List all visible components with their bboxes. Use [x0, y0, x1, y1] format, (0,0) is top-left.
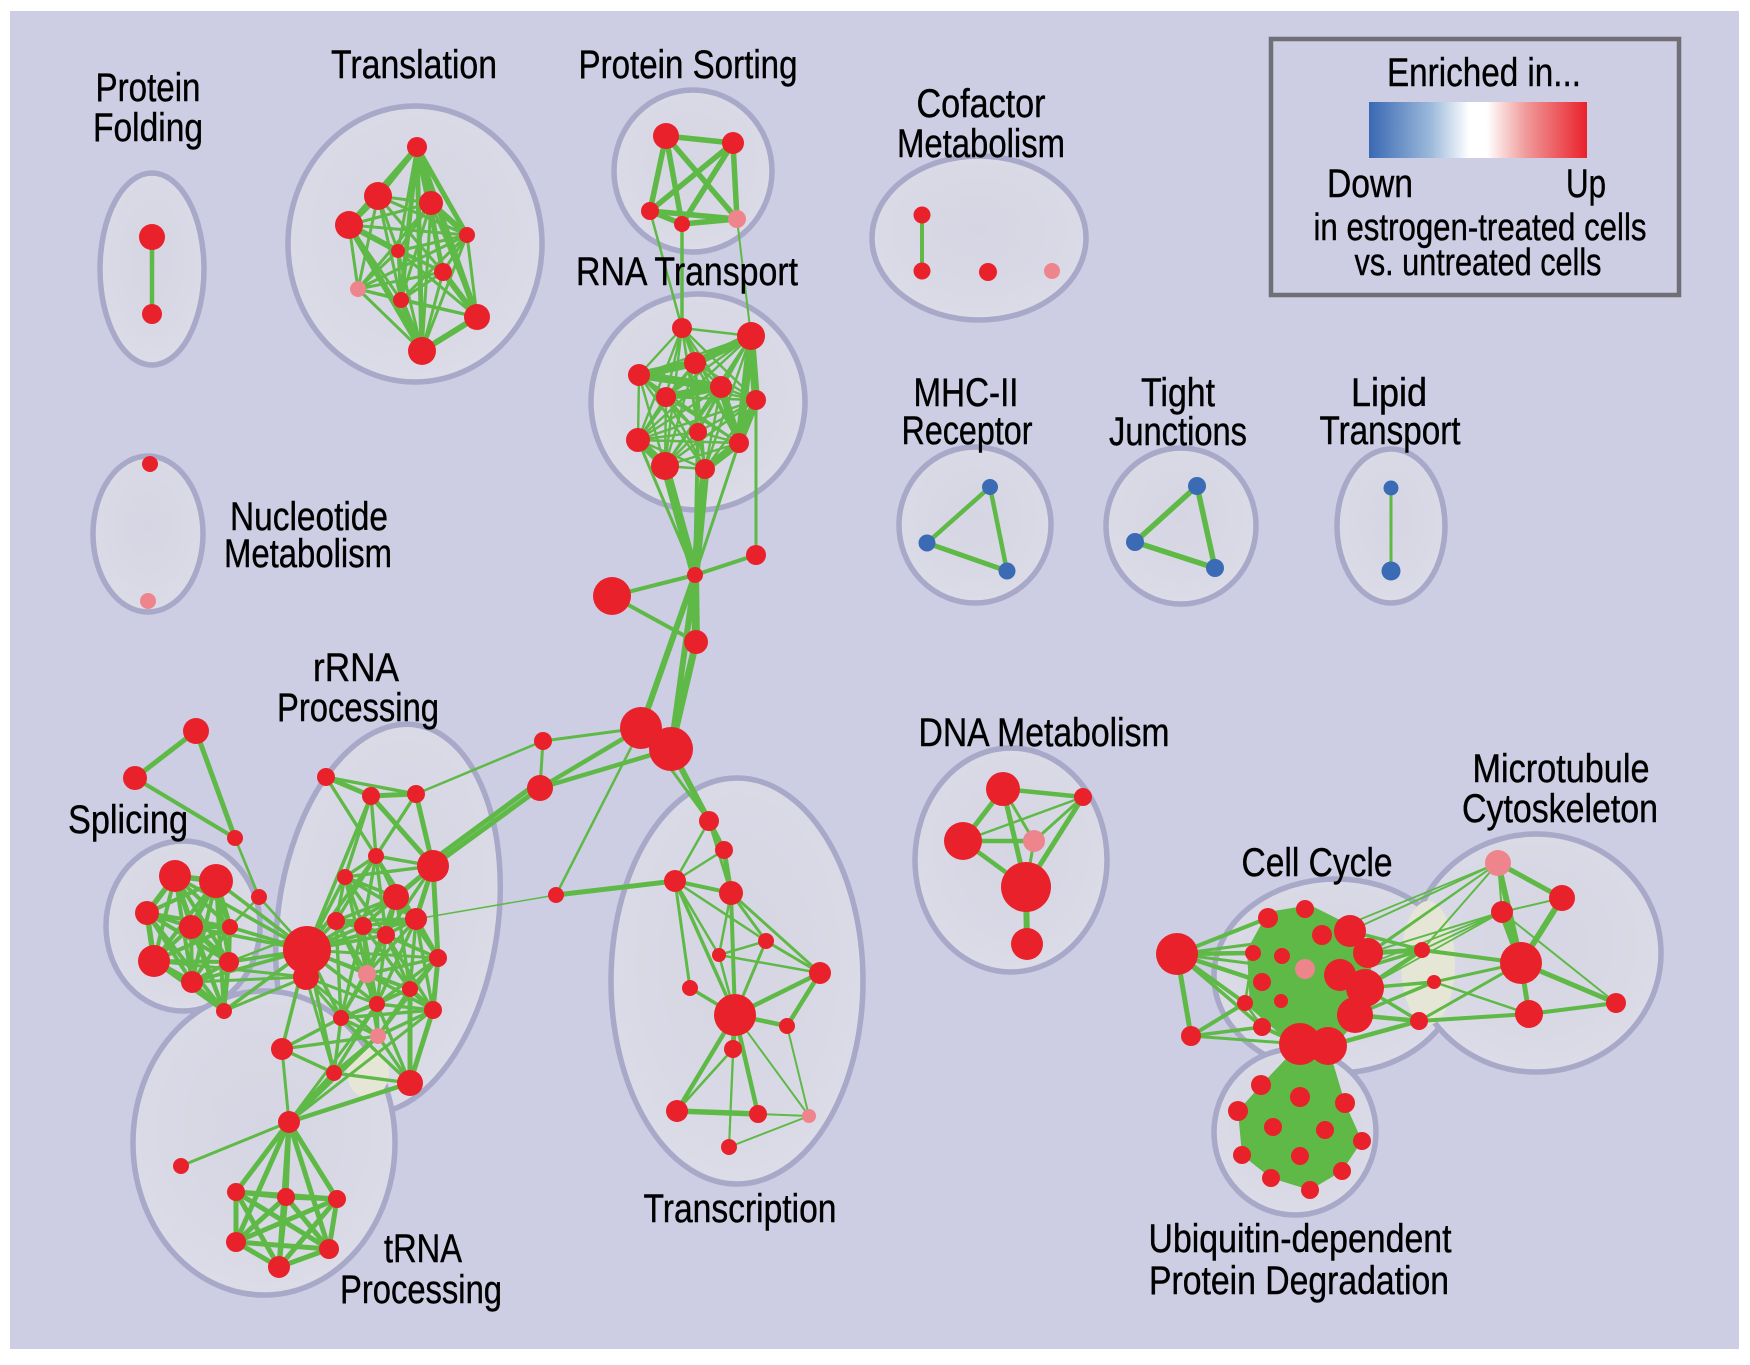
- svg-text:Folding: Folding: [93, 106, 203, 150]
- svg-text:Down: Down: [1327, 162, 1413, 206]
- svg-text:Protein Degradation: Protein Degradation: [1149, 1259, 1449, 1303]
- svg-text:Translation: Translation: [331, 43, 497, 87]
- svg-text:Processing: Processing: [277, 686, 439, 730]
- svg-text:Tight: Tight: [1141, 371, 1215, 415]
- svg-text:rRNA: rRNA: [313, 646, 399, 690]
- svg-text:Processing: Processing: [340, 1268, 502, 1312]
- svg-text:Metabolism: Metabolism: [897, 122, 1065, 166]
- svg-text:Cytoskeleton: Cytoskeleton: [1462, 787, 1658, 831]
- svg-text:MHC-II: MHC-II: [914, 371, 1019, 415]
- svg-text:Splicing: Splicing: [68, 798, 188, 842]
- svg-text:DNA Metabolism: DNA Metabolism: [919, 711, 1170, 755]
- svg-text:Nucleotide: Nucleotide: [230, 495, 388, 539]
- svg-text:Lipid: Lipid: [1351, 371, 1427, 415]
- svg-text:Metabolism: Metabolism: [224, 532, 392, 576]
- svg-text:Cell Cycle: Cell Cycle: [1242, 841, 1393, 885]
- svg-text:Transcription: Transcription: [644, 1187, 837, 1231]
- svg-text:Protein: Protein: [96, 66, 201, 110]
- svg-text:Receptor: Receptor: [902, 409, 1033, 453]
- svg-text:Enriched in...: Enriched in...: [1387, 51, 1581, 95]
- svg-text:in estrogen-treated cells: in estrogen-treated cells: [1314, 207, 1647, 249]
- svg-text:Junctions: Junctions: [1109, 410, 1247, 454]
- svg-text:Up: Up: [1566, 162, 1606, 206]
- svg-text:vs. untreated cells: vs. untreated cells: [1355, 242, 1602, 284]
- svg-text:Transport: Transport: [1320, 409, 1461, 453]
- svg-text:Protein Sorting: Protein Sorting: [579, 43, 798, 87]
- svg-text:Ubiquitin-dependent: Ubiquitin-dependent: [1149, 1217, 1452, 1261]
- svg-text:tRNA: tRNA: [384, 1227, 462, 1271]
- svg-text:RNA Transport: RNA Transport: [576, 250, 798, 294]
- svg-text:Microtubule: Microtubule: [1473, 747, 1650, 791]
- svg-text:Cofactor: Cofactor: [917, 82, 1046, 126]
